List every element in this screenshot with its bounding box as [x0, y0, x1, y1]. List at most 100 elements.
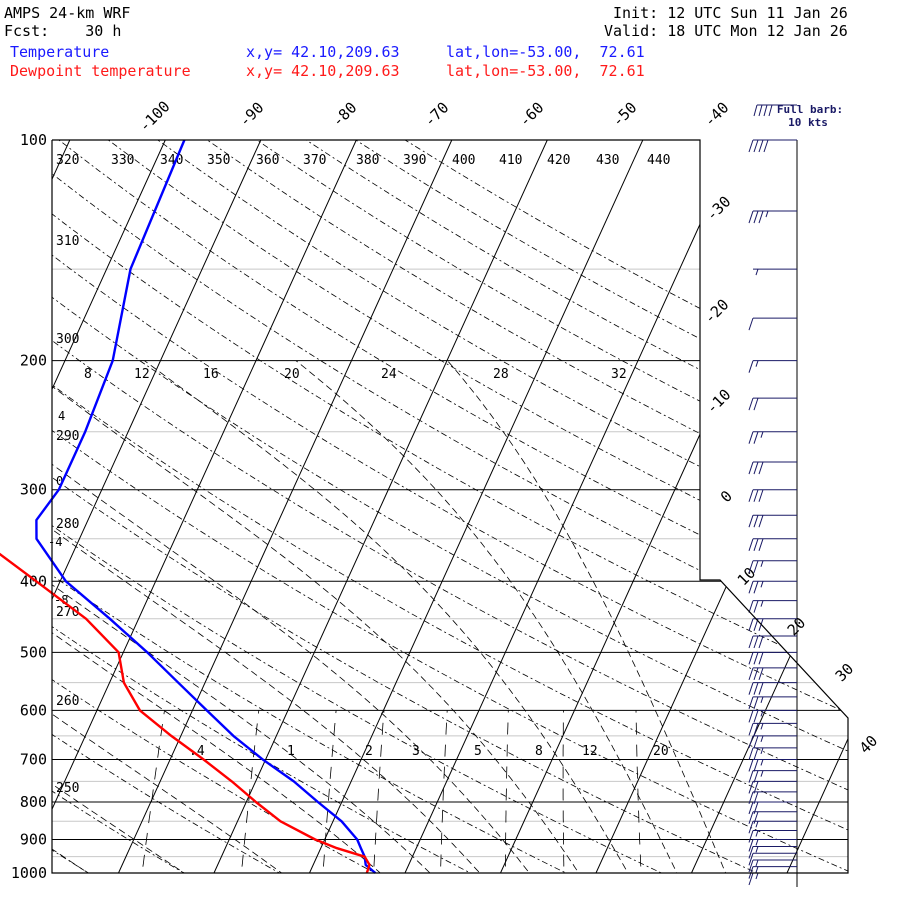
dry-adiabat: [52, 140, 848, 873]
mixing-ratio-line: [562, 710, 565, 873]
barb-full-feather: [753, 770, 759, 783]
barb-half-feather: [760, 735, 764, 743]
isotherm-label: -20: [701, 296, 733, 328]
legend-dewpoint-name: Dewpoint temperature: [10, 62, 191, 80]
barb-half-feather: [755, 268, 759, 276]
barb-full-feather: [748, 710, 754, 723]
theta-e-label: 16: [203, 367, 219, 382]
wind-barb: [748, 829, 797, 843]
barb-full-feather: [748, 360, 754, 373]
pressure-tick-label: 700: [20, 750, 47, 768]
wind-barb: [748, 514, 797, 528]
init-label: Init:: [613, 4, 659, 22]
isotherm-label: -80: [329, 99, 361, 131]
wind-barb: [748, 360, 797, 373]
barb-full-feather: [748, 581, 754, 594]
barb-full-feather: [748, 791, 754, 805]
barb-half-feather: [755, 866, 759, 873]
barb-full-feather: [748, 696, 754, 709]
isotherm-label: 0: [717, 487, 736, 506]
temperature-profile: [35, 139, 377, 874]
theta-e-label: 8: [84, 367, 92, 382]
wind-barb: [748, 635, 797, 649]
valid-value: 18 UTC Mon 12 Jan 26: [667, 22, 848, 40]
barb-full-feather: [753, 747, 759, 761]
isotherm-label: 20: [784, 614, 810, 640]
moist-adiabat: [52, 360, 590, 873]
barb-full-feather: [753, 489, 759, 502]
barb-full-feather: [748, 461, 754, 475]
barb-half-feather: [760, 747, 764, 755]
moist-adiabat: [52, 360, 494, 873]
barb-full-feather: [758, 461, 764, 475]
barb-full-feather: [748, 830, 754, 843]
barb-full-feather: [753, 515, 759, 528]
isotherm-label: -10: [703, 386, 735, 418]
barb-full-feather: [748, 872, 754, 886]
isotherm-line: [500, 140, 835, 873]
isotherm-line: [595, 140, 848, 873]
isotherm-line: [52, 140, 166, 873]
init-time: Init: 12 UTC Sun 11 Jan 26: [613, 4, 848, 22]
dry-adiabat: [52, 140, 848, 873]
theta-label: 410: [499, 153, 522, 168]
wind-barb: [748, 600, 797, 613]
wind-barb: [748, 210, 797, 224]
wind-barb: [748, 397, 797, 411]
barb-legend-feather: [768, 104, 773, 117]
barb-full-feather: [753, 652, 759, 665]
dry-adiabat: [305, 140, 848, 873]
wind-barb: [748, 139, 797, 153]
moist-adiabat: [52, 360, 542, 873]
wind-barb: [748, 461, 797, 475]
barb-half-feather: [765, 210, 769, 218]
theta-label: 380: [356, 153, 379, 168]
dry-adiabat: [52, 140, 405, 873]
barb-half-feather: [760, 759, 764, 766]
init-value: 12 UTC Sun 11 Jan 26: [667, 4, 848, 22]
wind-barb: [748, 709, 797, 723]
wind-barb: [748, 580, 797, 594]
pressure-tick-label: 1000: [11, 864, 47, 882]
dry-adiabat: [207, 140, 848, 873]
barb-legend-line2: 10 kts: [788, 116, 828, 129]
wind-barb: [748, 489, 797, 502]
fcst-label: Fcst:: [4, 22, 50, 40]
valid-time: Valid: 18 UTC Mon 12 Jan 26: [604, 22, 848, 40]
barb-full-feather: [748, 397, 754, 411]
barb-half-feather: [755, 846, 759, 853]
mixing-ratio-line: [372, 710, 385, 873]
isotherm-line: [691, 140, 848, 873]
left-temperature-label: 0: [56, 474, 63, 488]
barb-full-feather: [758, 538, 764, 551]
barb-full-feather: [758, 515, 764, 528]
pressure-tick-label: 900: [20, 830, 47, 848]
barb-legend-line1: Full barb:: [777, 103, 843, 116]
wind-barb: [748, 651, 797, 665]
barb-half-feather: [760, 770, 764, 777]
isotherm-line: [786, 140, 848, 873]
barb-full-feather: [753, 811, 759, 824]
dry-adiabat: [52, 140, 502, 873]
barb-full-feather: [758, 489, 764, 502]
forecast-hour: Fcst: 30 h: [4, 22, 121, 40]
barb-full-feather: [758, 139, 764, 153]
theta-label: 350: [207, 153, 230, 168]
wind-barb: [748, 811, 797, 824]
dry-adiabat: [52, 140, 848, 873]
mixing-ratio-line: [239, 710, 260, 873]
barb-full-feather: [748, 723, 754, 736]
isotherm-label: 40: [856, 732, 882, 758]
dry-adiabat: [52, 140, 308, 873]
theta-label: 360: [256, 153, 279, 168]
barb-full-feather: [748, 801, 754, 815]
wind-barb: [748, 317, 797, 331]
isotherm-label: -40: [701, 99, 733, 131]
barb-full-feather: [753, 801, 759, 815]
barb-half-feather: [760, 581, 764, 588]
isotherm-line: [118, 140, 453, 873]
dry-adiabat: [52, 140, 848, 873]
mixing-ratio-label: 12: [582, 744, 598, 759]
mixing-ratio-line: [635, 710, 643, 873]
